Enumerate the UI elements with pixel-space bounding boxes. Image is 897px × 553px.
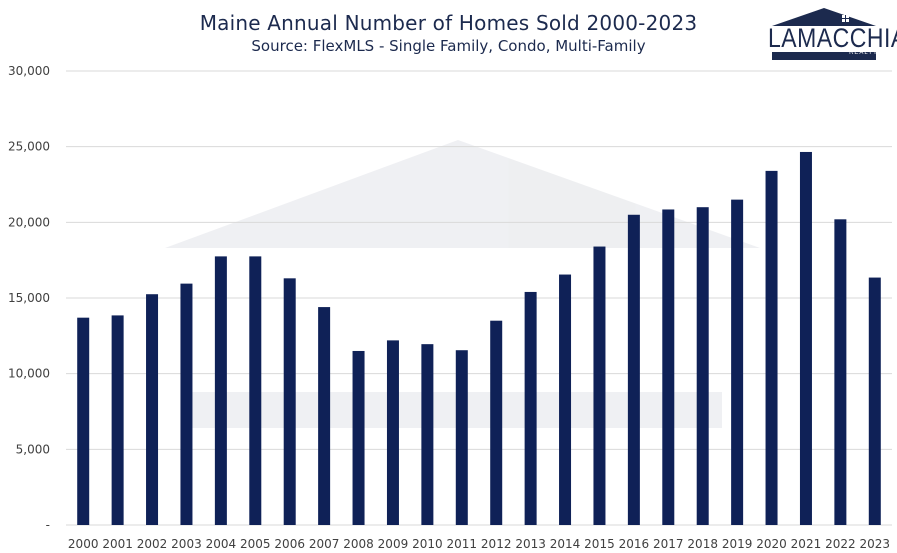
logo-sub-text: REALTY — [849, 50, 878, 56]
x-tick-label: 2009 — [378, 537, 409, 551]
y-tick-label: 5,000 — [16, 442, 50, 456]
x-tick-label: 2001 — [102, 537, 133, 551]
x-tick-label: 2023 — [860, 537, 891, 551]
x-tick-label: 2012 — [481, 537, 512, 551]
x-tick-label: 2014 — [550, 537, 581, 551]
y-tick-label: 25,000 — [8, 140, 50, 154]
bar-2019 — [731, 199, 744, 525]
house-roof-logo-icon — [772, 8, 876, 60]
chart-title: Maine Annual Number of Homes Sold 2000-2… — [199, 11, 698, 35]
bar-2015 — [593, 246, 606, 525]
bars — [77, 151, 881, 526]
chart-title-block: Maine Annual Number of Homes Sold 2000-2… — [0, 10, 897, 56]
bar-2009 — [386, 340, 399, 525]
y-tick-label: - — [46, 518, 50, 532]
bar-2012 — [490, 320, 503, 525]
bar-2001 — [111, 315, 124, 525]
bar-2020 — [765, 170, 778, 525]
bar-2022 — [834, 219, 847, 525]
bar-2008 — [352, 350, 365, 525]
x-tick-label: 2017 — [653, 537, 684, 551]
bar-2021 — [799, 151, 812, 526]
y-axis-ticks: - 5,000 10,000 15,000 20,000 25,000 30,000 — [8, 64, 50, 532]
bar-2004 — [214, 256, 227, 525]
x-tick-label: 2006 — [274, 537, 305, 551]
x-tick-label: 2019 — [722, 537, 753, 551]
x-tick-label: 2011 — [447, 537, 478, 551]
bar-2013 — [524, 291, 537, 525]
gridlines — [66, 70, 892, 526]
bar-2007 — [318, 307, 331, 525]
chart-subtitle: Source: FlexMLS - Single Family, Condo, … — [251, 37, 646, 55]
x-tick-label: 2005 — [240, 537, 271, 551]
company-logo: LAMACCHIA REALTY — [768, 6, 897, 64]
x-tick-label: 2015 — [584, 537, 615, 551]
bar-2017 — [662, 209, 675, 525]
bar-2003 — [180, 283, 193, 525]
bar-2000 — [77, 317, 90, 525]
x-tick-label: 2021 — [791, 537, 822, 551]
x-tick-label: 2004 — [206, 537, 237, 551]
bar-2010 — [421, 344, 434, 525]
x-tick-label: 2018 — [687, 537, 718, 551]
x-tick-label: 2000 — [68, 537, 99, 551]
bar-2023 — [868, 277, 881, 525]
x-tick-label: 2003 — [171, 537, 202, 551]
x-tick-label: 2016 — [619, 537, 650, 551]
y-tick-label: 10,000 — [8, 367, 50, 381]
x-tick-label: 2002 — [137, 537, 168, 551]
x-tick-label: 2013 — [515, 537, 546, 551]
bar-2002 — [146, 294, 159, 525]
y-tick-label: 20,000 — [8, 215, 50, 229]
x-tick-label: 2020 — [756, 537, 787, 551]
x-tick-label: 2008 — [343, 537, 374, 551]
bar-2018 — [696, 207, 709, 525]
x-tick-label: 2010 — [412, 537, 443, 551]
x-tick-label: 2007 — [309, 537, 340, 551]
bar-2005 — [249, 256, 262, 525]
x-axis-ticks: 2000 2001 2002 2003 2004 2005 2006 2007 2008 2009… — [68, 537, 890, 551]
bar-2006 — [283, 278, 296, 525]
bar-2011 — [455, 350, 468, 525]
x-tick-label: 2022 — [825, 537, 856, 551]
logo-brand-text: LAMACCHIA — [768, 22, 897, 53]
y-tick-label: 30,000 — [8, 64, 50, 78]
bar-2016 — [627, 214, 640, 525]
bar-2014 — [559, 274, 572, 525]
y-tick-label: 15,000 — [8, 291, 50, 305]
